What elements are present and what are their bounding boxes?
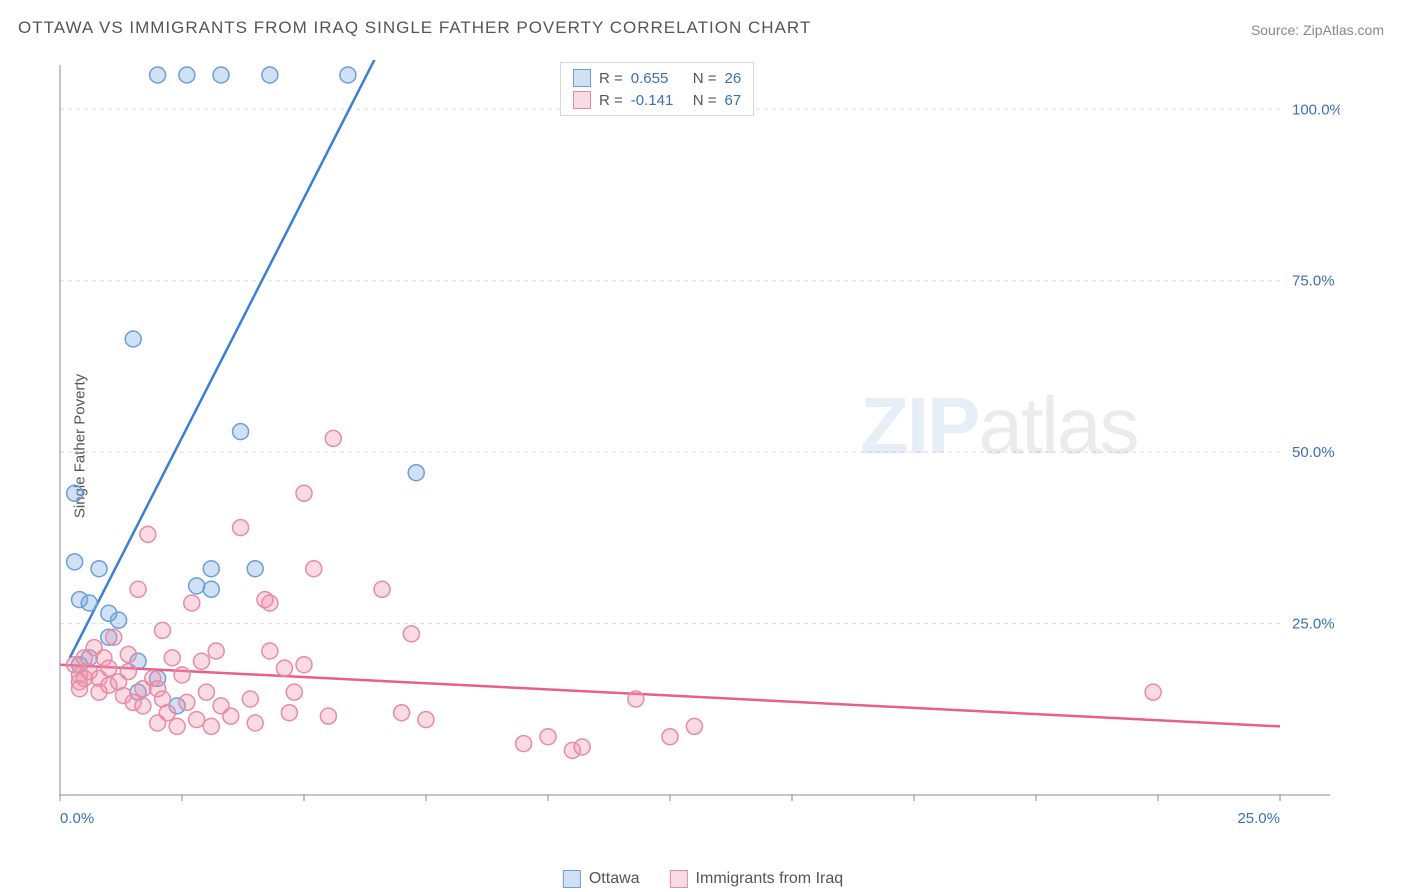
svg-text:25.0%: 25.0%	[1292, 616, 1335, 633]
legend-swatch	[573, 69, 591, 87]
legend-swatch	[573, 91, 591, 109]
legend-row: R = -0.141 N = 67	[561, 89, 753, 111]
svg-text:25.0%: 25.0%	[1237, 810, 1280, 827]
series-legend: Ottawa Immigrants from Iraq	[563, 870, 843, 888]
n-value: 26	[725, 70, 742, 87]
n-label: N =	[693, 70, 717, 87]
svg-text:100.0%: 100.0%	[1292, 101, 1340, 118]
legend-row: R = 0.655 N = 26	[561, 67, 753, 89]
r-value: 0.655	[631, 70, 685, 87]
r-value: -0.141	[631, 92, 685, 109]
n-label: N =	[693, 92, 717, 109]
legend-swatch	[563, 870, 581, 888]
series-legend-item: Immigrants from Iraq	[670, 870, 844, 888]
svg-text:0.0%: 0.0%	[60, 810, 94, 827]
scatter-chart: 25.0% 50.0% 75.0% 100.0% 0.0% 25.0%	[50, 55, 1340, 835]
series-label: Immigrants from Iraq	[696, 870, 844, 888]
series-label: Ottawa	[589, 870, 640, 888]
correlation-legend: R = 0.655 N = 26 R = -0.141 N = 67	[560, 62, 754, 116]
svg-text:75.0%: 75.0%	[1292, 273, 1335, 290]
chart-title: OTTAWA VS IMMIGRANTS FROM IRAQ SINGLE FA…	[18, 18, 811, 38]
legend-swatch	[670, 870, 688, 888]
svg-text:50.0%: 50.0%	[1292, 444, 1335, 461]
source-attribution: Source: ZipAtlas.com	[1251, 22, 1384, 38]
series-legend-item: Ottawa	[563, 870, 640, 888]
r-label: R =	[599, 92, 623, 109]
n-value: 67	[725, 92, 742, 109]
r-label: R =	[599, 70, 623, 87]
